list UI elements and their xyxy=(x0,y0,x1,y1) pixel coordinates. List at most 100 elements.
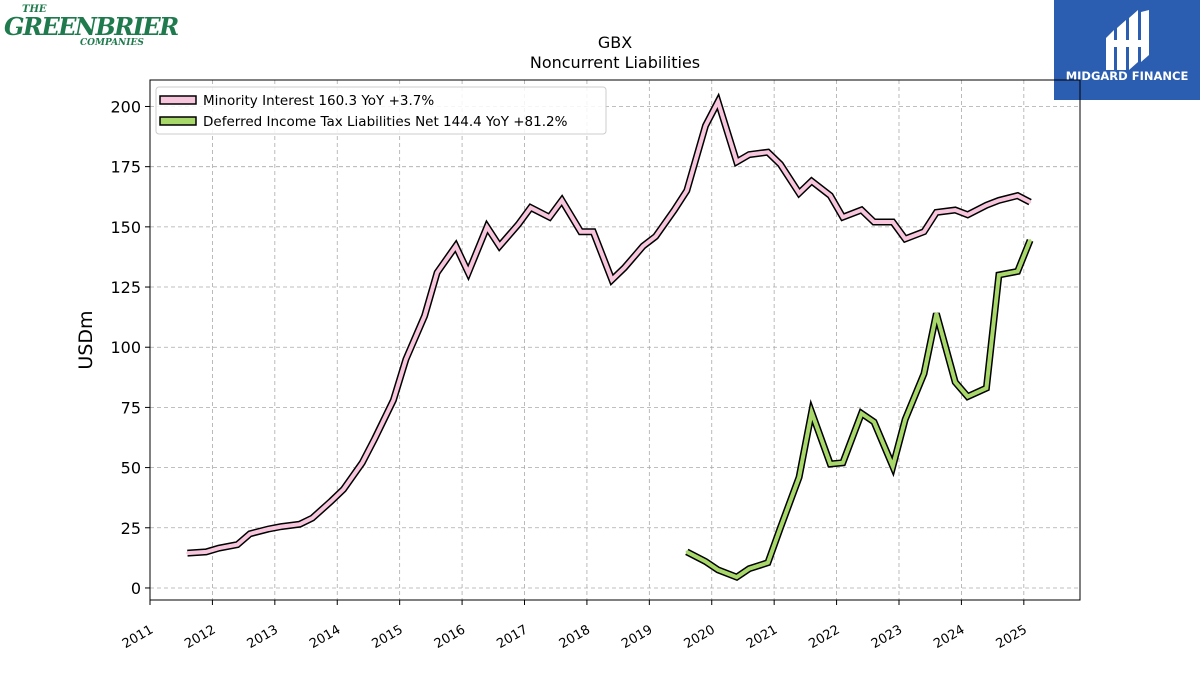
x-tick-label: 2020 xyxy=(682,622,718,652)
y-axis-label: USDm xyxy=(75,310,97,369)
data-point xyxy=(860,208,863,212)
legend-swatch-0 xyxy=(159,95,197,105)
data-point xyxy=(423,314,426,318)
data-point xyxy=(966,213,969,217)
data-point xyxy=(779,163,782,166)
y-tick-label: 150 xyxy=(110,218,141,237)
data-point xyxy=(1028,239,1032,242)
data-point xyxy=(579,230,582,233)
series-outline-0 xyxy=(187,92,1032,557)
data-point xyxy=(985,386,988,390)
x-tick-label: 2024 xyxy=(931,622,967,652)
data-point xyxy=(186,551,189,555)
greenbrier-logo: THE GREENBRIER COMPANIES xyxy=(4,4,179,50)
data-point xyxy=(953,380,957,384)
series-lines xyxy=(186,92,1034,582)
data-point xyxy=(735,575,738,579)
series-outline-1 xyxy=(685,238,1034,582)
ticks: 0 25 50 75 100 125 150 175 200 2011 2012 2013 2014 20… xyxy=(110,97,1029,652)
data-point xyxy=(641,244,645,248)
y-tick-label: 25 xyxy=(121,519,141,538)
data-point xyxy=(435,271,439,274)
data-point xyxy=(591,230,595,233)
data-point xyxy=(404,358,408,361)
y-tick-label: 50 xyxy=(121,459,141,478)
data-point xyxy=(373,437,376,440)
y-tick-label: 0 xyxy=(131,579,141,598)
x-tick-label: 2023 xyxy=(869,622,905,652)
x-tick-label: 2013 xyxy=(245,622,281,652)
x-tick-label: 2016 xyxy=(432,622,468,652)
data-point xyxy=(248,532,252,535)
data-point xyxy=(704,560,707,563)
data-point xyxy=(454,244,458,248)
data-point xyxy=(860,412,863,415)
data-point xyxy=(829,462,832,466)
data-point xyxy=(267,527,270,531)
data-point xyxy=(716,568,720,572)
legend-box xyxy=(155,86,607,135)
y-tick-label: 75 xyxy=(121,398,141,417)
series-line-0 xyxy=(187,96,1032,556)
legend-swatch-1 xyxy=(159,116,197,126)
chart-subtitle: Noncurrent Liabilities xyxy=(530,53,700,72)
data-point xyxy=(204,550,208,554)
plot-frame xyxy=(149,79,1081,601)
data-point xyxy=(361,461,364,464)
data-point xyxy=(1028,200,1032,204)
data-point xyxy=(685,550,688,554)
data-point xyxy=(891,220,894,224)
chart-title: GBX xyxy=(598,33,632,52)
data-point xyxy=(735,160,738,164)
data-point xyxy=(891,465,894,468)
data-point xyxy=(1016,194,1019,197)
data-point xyxy=(904,237,907,241)
data-point xyxy=(623,266,626,269)
data-point xyxy=(311,516,314,520)
midgard-finance-logo: MIDGARD FINANCE xyxy=(1054,0,1200,100)
data-point xyxy=(529,206,532,209)
x-tick-label: 2021 xyxy=(744,622,780,652)
data-point xyxy=(841,461,845,464)
data-point xyxy=(997,199,1001,202)
legend: Minority Interest 160.3 YoY +3.7% Deferre… xyxy=(155,86,607,135)
data-point xyxy=(935,211,938,214)
data-point xyxy=(329,500,333,503)
data-point xyxy=(1016,270,1019,273)
data-point xyxy=(654,235,657,238)
data-point xyxy=(810,179,813,183)
x-tick-label: 2022 xyxy=(806,622,842,652)
data-point xyxy=(872,420,876,424)
data-point xyxy=(953,208,957,212)
data-point xyxy=(685,189,688,192)
data-point xyxy=(935,312,938,315)
data-point xyxy=(279,525,283,528)
data-point xyxy=(716,100,720,103)
data-point xyxy=(747,153,751,156)
logo-line-greenbrier: GREENBRIER xyxy=(4,12,179,41)
x-tick-label: 2025 xyxy=(994,622,1030,652)
data-point xyxy=(872,220,876,224)
data-point xyxy=(747,567,751,570)
x-tick-label: 2012 xyxy=(182,622,218,652)
data-point xyxy=(997,273,1001,277)
x-tick-label: 2014 xyxy=(307,622,343,652)
data-point xyxy=(797,476,801,479)
data-point xyxy=(560,199,564,202)
y-tick-label: 200 xyxy=(110,97,141,116)
data-point xyxy=(797,191,801,195)
x-tick-label: 2017 xyxy=(494,622,530,652)
data-point xyxy=(922,230,926,233)
y-tick-label: 175 xyxy=(110,158,141,177)
x-tick-label: 2015 xyxy=(370,622,406,652)
data-point xyxy=(517,223,520,226)
data-point xyxy=(342,488,345,491)
data-point xyxy=(779,526,782,529)
midgard-emblem-icon xyxy=(1106,10,1149,70)
data-point xyxy=(766,151,770,154)
x-tick-label: 2019 xyxy=(619,622,655,652)
data-point xyxy=(766,561,770,564)
data-point xyxy=(966,395,969,398)
data-point xyxy=(548,216,551,219)
